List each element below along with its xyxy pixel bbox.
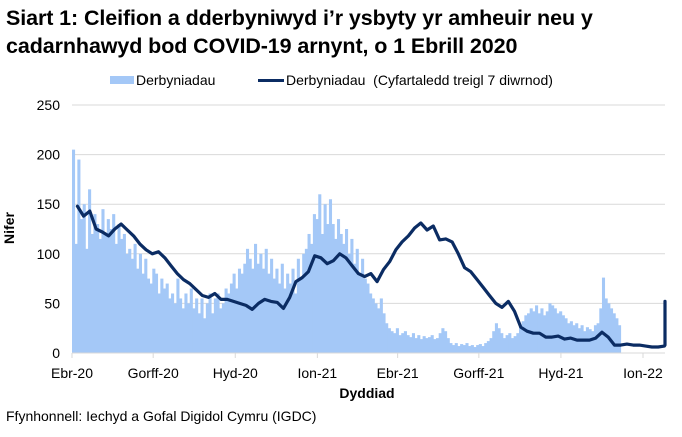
source-note: Ffynhonnell: Iechyd a Gofal Digidol Cymr… — [6, 408, 317, 424]
legend-item-line: Derbyniadau (Cyfartaledd treigl 7 diwrno… — [258, 72, 553, 88]
svg-text:150: 150 — [37, 196, 61, 212]
legend-item-bars: Derbyniadau — [110, 72, 215, 88]
svg-text:Gorff-20: Gorff-20 — [128, 365, 179, 381]
y-axis-ticks: 0 50 100 150 200 250 — [37, 97, 61, 361]
svg-text:Hyd-20: Hyd-20 — [213, 365, 258, 381]
line-swatch-icon — [258, 78, 284, 82]
chart-legend: Derbyniadau Derbyniadau (Cyfartaledd tre… — [0, 72, 682, 90]
svg-text:Gorff-21: Gorff-21 — [453, 365, 504, 381]
svg-text:50: 50 — [44, 295, 60, 311]
svg-text:250: 250 — [37, 97, 61, 113]
svg-text:200: 200 — [37, 147, 61, 163]
moving-average-line — [75, 204, 667, 349]
svg-text:Ion-21: Ion-21 — [298, 365, 338, 381]
svg-text:Ebr-21: Ebr-21 — [377, 365, 419, 381]
x-axis-ticks: Ebr-20 Gorff-20 Hyd-20 Ion-21 Ebr-21 Gorff-21… — [51, 352, 665, 381]
svg-text:0: 0 — [52, 345, 60, 361]
x-axis-title: Dyddiad — [339, 385, 395, 401]
legend-line-label: Derbyniadau (Cyfartaledd treigl 7 diwrno… — [286, 72, 553, 88]
svg-text:Ebr-20: Ebr-20 — [51, 365, 93, 381]
y-axis-title: Nifer — [1, 212, 17, 244]
bar-series — [72, 149, 622, 353]
svg-text:Hyd-21: Hyd-21 — [538, 365, 583, 381]
chart-title: Siart 1: Cleifion a dderbyniwyd i’r ysby… — [6, 6, 593, 58]
bar-swatch-icon — [110, 76, 134, 84]
svg-text:100: 100 — [37, 246, 61, 262]
legend-bar-label: Derbyniadau — [136, 72, 216, 88]
svg-text:Ion-22: Ion-22 — [623, 365, 663, 381]
